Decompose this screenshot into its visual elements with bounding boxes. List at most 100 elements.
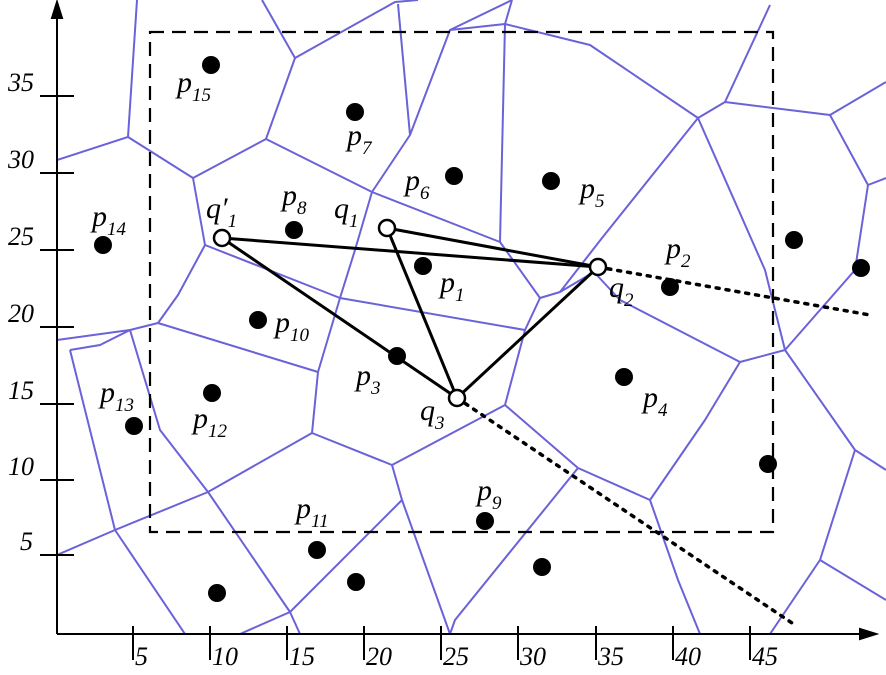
- site-label-p3: p3: [354, 359, 381, 399]
- site-label-p9: p9: [475, 474, 502, 514]
- site-point-p8: [285, 221, 303, 239]
- site-point-unlabeled: [759, 455, 777, 473]
- y-axis-arrow: [50, 0, 64, 19]
- site-label-p10: p10: [273, 306, 310, 346]
- voronoi-edge: [265, 3, 411, 193]
- x-tick-label: 5: [135, 642, 148, 670]
- voronoi-edge: [409, 0, 513, 136]
- bounding-rectangle: [148, 30, 775, 534]
- x-tick-label: 15: [289, 642, 315, 670]
- site-label-p7: p7: [345, 119, 373, 159]
- site-point-p13: [125, 417, 143, 435]
- x-tick-label: 35: [597, 642, 624, 670]
- x-axis-ticks: 5 10 15 20 25 30 35 40 45: [132, 626, 778, 671]
- edge-q1p-q3: [221, 236, 458, 400]
- voronoi-edge: [867, 177, 886, 186]
- query-label-q2: q2: [609, 271, 634, 311]
- voronoi-edge: [127, 0, 296, 179]
- voronoi-edge: [499, 23, 506, 243]
- query-point-q3: [447, 388, 467, 408]
- site-point-p15: [202, 56, 220, 74]
- voronoi-edge: [339, 297, 541, 331]
- ray-from-q3: [455, 396, 797, 627]
- site-label-p12: p12: [191, 402, 228, 442]
- voronoi-edge: [504, 23, 886, 119]
- x-tick-label: 30: [519, 642, 546, 670]
- site-point-unlabeled: [533, 558, 551, 576]
- ray-from-q2: [596, 265, 872, 317]
- axes: [50, 0, 880, 641]
- voronoi-edge: [559, 117, 699, 293]
- voronoi-edge: [69, 349, 209, 531]
- site-point-p5: [542, 172, 560, 190]
- voronoi-edge: [697, 117, 786, 351]
- voronoi-edge: [499, 241, 595, 299]
- site-label-p2: p2: [664, 232, 691, 272]
- query-label-q3: q3: [420, 394, 445, 434]
- y-tick-label: 20: [8, 299, 34, 328]
- voronoi-edge: [784, 114, 869, 351]
- voronoi-edge: [129, 329, 313, 493]
- query-point-q1p: [212, 228, 232, 248]
- y-tick-label: 5: [20, 527, 33, 556]
- query-rays: [455, 265, 872, 627]
- y-tick-label: 30: [7, 145, 34, 174]
- voronoi-edge: [769, 449, 856, 634]
- x-tick-label: 45: [752, 642, 778, 670]
- query-label-q1: q1: [334, 192, 359, 232]
- edge-q2-q3: [455, 265, 600, 400]
- site-point-p14: [94, 236, 112, 254]
- site-point-p6: [445, 167, 463, 185]
- voronoi-edge: [57, 529, 116, 556]
- site-point-p12: [203, 384, 221, 402]
- query-points: q1 q′1 q2 q3: [206, 192, 634, 434]
- site-label-p14: p14: [90, 200, 127, 240]
- site-point-p1: [414, 257, 432, 275]
- voronoi-edge: [57, 136, 129, 161]
- site-label-p6: p6: [403, 164, 430, 204]
- site-point-p4: [615, 368, 633, 386]
- voronoi-edge: [724, 4, 771, 103]
- voronoi-edge: [114, 529, 186, 634]
- x-tick-label: 10: [212, 642, 238, 670]
- x-tick-label: 20: [366, 642, 392, 670]
- voronoi-edge: [819, 559, 886, 601]
- voronoi-edge: [57, 322, 159, 341]
- site-point-p11: [308, 541, 326, 559]
- query-label-q1p: q′1: [206, 192, 237, 232]
- site-point-p9: [476, 512, 494, 530]
- site-point-p10: [249, 311, 267, 329]
- edge-q1-q2: [386, 226, 599, 269]
- query-triangles: [221, 226, 600, 400]
- edge-q1-q3: [385, 227, 459, 399]
- x-tick-label: 25: [443, 642, 469, 670]
- voronoi-edge: [294, 0, 419, 59]
- x-axis-arrow: [859, 627, 880, 641]
- voronoi-edge: [157, 177, 206, 324]
- y-tick-label: 35: [7, 68, 34, 97]
- voronoi-edge: [157, 297, 341, 373]
- edge-q1p-q2: [221, 236, 599, 269]
- y-axis-ticks: 5 10 15 20 25 30 35: [7, 68, 74, 556]
- y-tick-label: 15: [8, 376, 34, 405]
- site-point-p7: [346, 103, 364, 121]
- site-label-p1: p1: [438, 266, 465, 306]
- site-label-p8: p8: [280, 179, 307, 219]
- y-tick-label: 25: [8, 222, 34, 251]
- voronoi-edge: [69, 329, 131, 351]
- voronoi-edge: [649, 361, 741, 634]
- voronoi-edge: [449, 467, 579, 634]
- site-point-unlabeled: [852, 259, 870, 277]
- site-label-p5: p5: [578, 172, 605, 212]
- voronoi-edge: [504, 404, 651, 501]
- site-point-unlabeled: [347, 573, 365, 591]
- voronoi-edge: [784, 349, 886, 471]
- site-label-p11: p11: [294, 492, 329, 532]
- voronoi-edge: [593, 271, 786, 363]
- voronoi-edges: [57, 0, 886, 634]
- voronoi-edge: [311, 329, 526, 466]
- voronoi-edge: [371, 191, 501, 243]
- site-point-unlabeled: [785, 231, 803, 249]
